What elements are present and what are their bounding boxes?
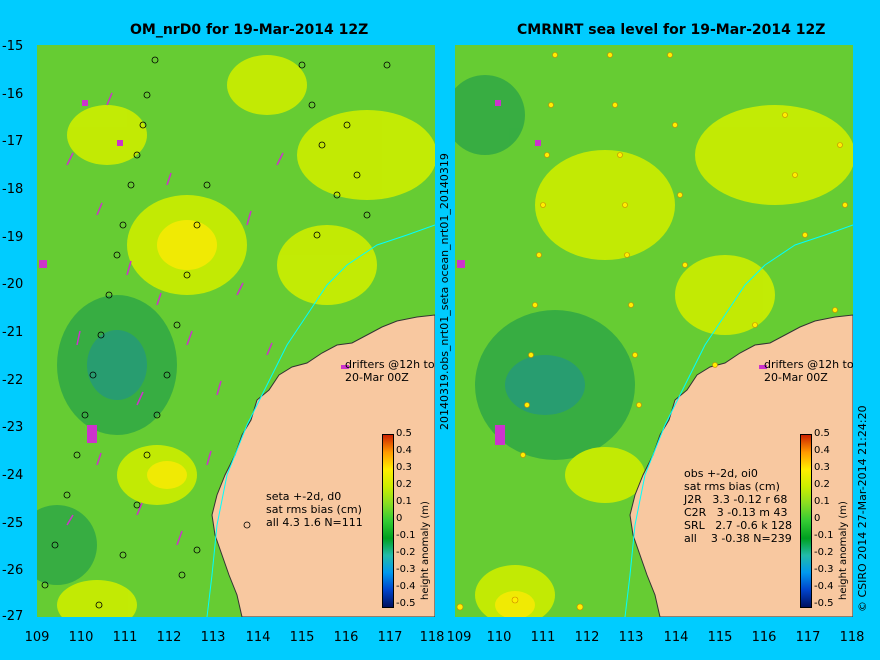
left-stats-note: seta +-2d, d0 sat rms bias (cm) all 4.3 … [266, 490, 363, 529]
lat-tick: -18 [2, 182, 24, 197]
colorbar-tick: 0.4 [396, 445, 412, 456]
anomaly-field [455, 75, 853, 617]
colorbar-tick: 0.3 [814, 462, 830, 473]
lon-tick: 117 [377, 630, 403, 645]
run-identifier-label: 20140319.obs_nrt01_seta ocean_nrt01_2014… [438, 153, 451, 430]
lat-tick: -27 [2, 609, 24, 624]
colorbar-tick: -0.5 [814, 598, 834, 609]
lon-tick: 111 [112, 630, 138, 645]
colorbar-tick: -0.1 [396, 530, 416, 541]
lat-tick: -15 [2, 39, 24, 54]
colorbar-tick: 0.4 [814, 445, 830, 456]
lon-tick: 118 [839, 630, 865, 645]
lon-tick: 113 [618, 630, 644, 645]
colorbar-tick: -0.4 [396, 581, 416, 592]
right-map-svg [455, 45, 853, 617]
lon-tick: 118 [419, 630, 445, 645]
lon-tick: 110 [486, 630, 512, 645]
drifter-clusters [39, 100, 349, 443]
right-stats-note: obs +-2d, oi0 sat rms bias (cm) J2R 3.3 … [684, 467, 793, 545]
right-drifters-note: drifters @12h to 20-Mar 00Z [764, 358, 854, 384]
satellite-track-points [41, 56, 391, 609]
lat-tick: -16 [2, 87, 24, 102]
lat-tick: -25 [2, 516, 24, 531]
colorbar-tick: 0.2 [814, 479, 830, 490]
coastline-contour [206, 224, 435, 617]
left-panel-title: OM_nrD0 for 19-Mar-2014 12Z [130, 22, 369, 38]
lon-tick: 115 [707, 630, 733, 645]
lat-tick: -20 [2, 277, 24, 292]
lon-tick: 117 [795, 630, 821, 645]
lon-tick: 114 [245, 630, 271, 645]
left-colorbar [382, 434, 394, 608]
right-colorbar [800, 434, 812, 608]
lon-tick: 114 [663, 630, 689, 645]
lat-tick: -26 [2, 563, 24, 578]
lat-tick: -24 [2, 468, 24, 483]
satellite-track-points [456, 52, 848, 611]
lon-tick: 111 [530, 630, 556, 645]
right-panel-title: CMRNRT sea level for 19-Mar-2014 12Z [517, 22, 826, 38]
colorbar-tick: 0 [396, 513, 403, 524]
colorbar-tick: 0 [814, 513, 821, 524]
colorbar-tick: -0.2 [396, 547, 416, 558]
lat-tick: -17 [2, 134, 24, 149]
lon-tick: 112 [156, 630, 182, 645]
lat-tick: -23 [2, 420, 24, 435]
drifter-clusters [457, 100, 767, 445]
lat-tick: -21 [2, 325, 24, 340]
colorbar-tick: 0.2 [396, 479, 412, 490]
colorbar-tick: 0.1 [396, 496, 412, 507]
lon-tick: 116 [751, 630, 777, 645]
lat-tick: -19 [2, 230, 24, 245]
left-colorbar-label: height anomaly (m) [420, 501, 431, 600]
right-colorbar-label: height anomaly (m) [838, 501, 849, 600]
lon-tick: 112 [574, 630, 600, 645]
left-drifters-note: drifters @12h to 20-Mar 00Z [345, 358, 435, 384]
lon-tick: 109 [446, 630, 472, 645]
colorbar-tick: -0.2 [814, 547, 834, 558]
anomaly-field [37, 55, 435, 617]
coastline-contour [624, 224, 853, 617]
colorbar-tick: 0.1 [814, 496, 830, 507]
colorbar-tick: 0.5 [814, 428, 830, 439]
colorbar-tick: -0.1 [814, 530, 834, 541]
lon-tick: 116 [333, 630, 359, 645]
colorbar-tick: 0.3 [396, 462, 412, 473]
colorbar-tick: 0.5 [396, 428, 412, 439]
lon-tick: 110 [68, 630, 94, 645]
lon-tick: 113 [200, 630, 226, 645]
right-map [455, 45, 853, 617]
colorbar-tick: -0.5 [396, 598, 416, 609]
lon-tick: 109 [24, 630, 50, 645]
lat-tick: -22 [2, 373, 24, 388]
left-map-svg [37, 45, 435, 617]
left-map [37, 45, 435, 617]
lon-tick: 115 [289, 630, 315, 645]
credit-label: © CSIRO 2014 27-Mar-2014 21:24:20 [856, 405, 869, 612]
colorbar-tick: -0.4 [814, 581, 834, 592]
colorbar-tick: -0.3 [396, 564, 416, 575]
drifter-tracks [66, 92, 284, 546]
colorbar-tick: -0.3 [814, 564, 834, 575]
